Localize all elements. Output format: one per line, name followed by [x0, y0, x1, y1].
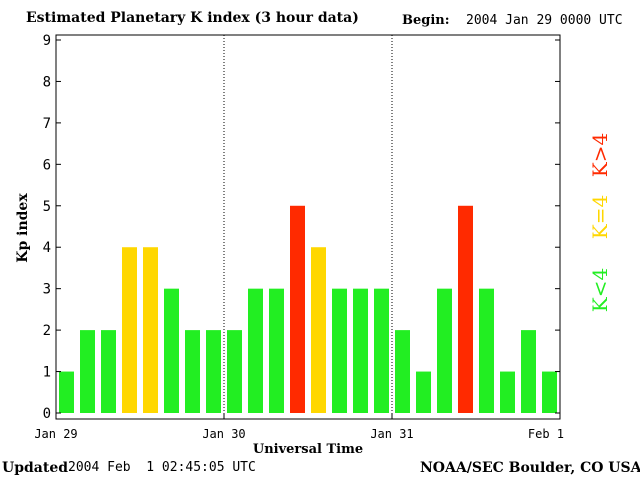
y-tick-label: 2: [43, 323, 51, 339]
page-title: Estimated Planetary K index (3 hour data…: [26, 10, 359, 26]
kp-bar: [353, 288, 368, 413]
legend-item-above-4: K>4: [588, 133, 612, 177]
kp-bar: [521, 330, 536, 413]
kp-bar: [206, 330, 221, 413]
kp-bar: [542, 371, 557, 413]
begin-label: Begin:: [402, 13, 450, 28]
kp-bar: [458, 205, 473, 413]
y-tick-label: 8: [43, 74, 51, 90]
y-tick-label: 3: [43, 282, 51, 298]
kp-bar: [395, 330, 410, 413]
kp-bar: [269, 288, 284, 413]
legend-item-below-4: K<4: [588, 268, 612, 312]
y-tick-label: 0: [43, 406, 51, 422]
kp-bar: [227, 330, 242, 413]
bar-series: [59, 205, 557, 413]
plot-frame: [55, 34, 561, 420]
x-axis-label: Universal Time: [253, 442, 363, 457]
kp-bar: [122, 247, 137, 413]
y-axis-ticks: 0 1 2 3 4 5 6 7 8 9: [43, 33, 560, 422]
y-tick-label: 9: [43, 33, 51, 49]
x-tick-label: Jan 29: [34, 427, 77, 441]
kp-bar: [248, 288, 263, 413]
y-axis-label: Kp index: [15, 193, 31, 263]
kp-bar: [59, 371, 74, 413]
kp-bar: [332, 288, 347, 413]
kp-bar: [101, 330, 116, 413]
kp-bar: [290, 205, 305, 413]
kp-bar: [500, 371, 515, 413]
y-tick-label: 4: [43, 240, 51, 256]
kp-bar: [164, 288, 179, 413]
source-credit: NOAA/SEC Boulder, CO USA: [420, 460, 640, 476]
kp-bar: [437, 288, 452, 413]
x-tick-label: Jan 31: [370, 427, 413, 441]
x-axis-ticks: Jan 29 Jan 30 Jan 31 Feb 1: [34, 414, 564, 441]
kp-legend: K>4 K=4 K<4: [588, 133, 612, 312]
y-tick-label: 5: [43, 199, 51, 215]
updated-timestamp: 2004 Feb 1 02:45:05 UTC: [68, 460, 256, 475]
y-tick-label: 1: [43, 365, 51, 381]
kp-bar: [143, 247, 158, 413]
y-tick-label: 6: [43, 157, 51, 173]
kp-bar: [374, 288, 389, 413]
day-divider-lines: [223, 35, 393, 419]
kp-bar: [80, 330, 95, 413]
updated-label: Updated: [2, 460, 69, 476]
begin-timestamp: 2004 Jan 29 0000 UTC: [466, 13, 623, 28]
y-tick-label: 7: [43, 116, 51, 132]
kp-bar: [479, 288, 494, 413]
x-tick-label: Jan 30: [202, 427, 245, 441]
x-tick-label: Feb 1: [528, 427, 564, 441]
kp-bar: [311, 247, 326, 413]
kp-bar: [185, 330, 200, 413]
legend-item-equal-4: K=4: [588, 195, 612, 239]
kp-bar: [416, 371, 431, 413]
